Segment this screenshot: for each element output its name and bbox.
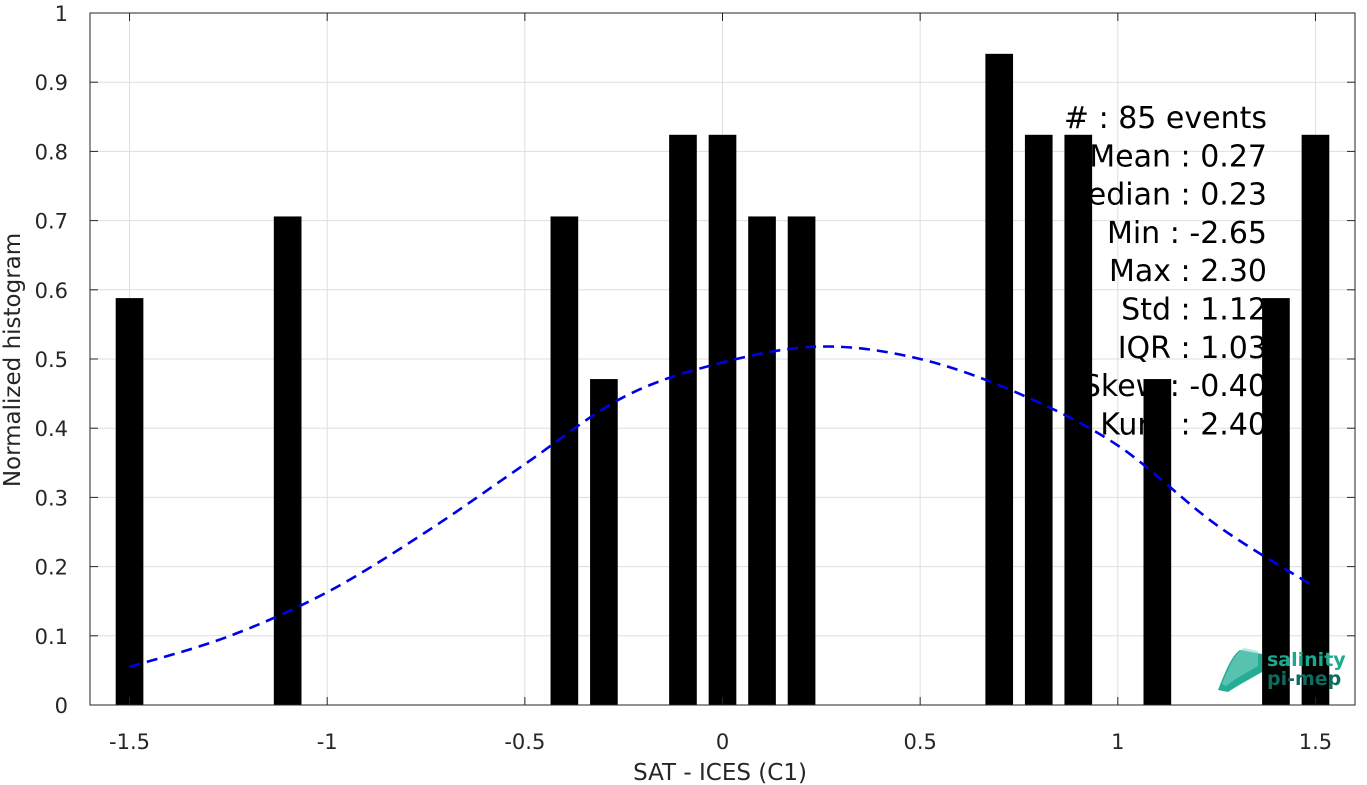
y-tick-label: 0.3 [35, 486, 68, 510]
y-tick-label: 0.9 [35, 71, 68, 95]
y-axis-label: Normalized histogram [0, 233, 26, 487]
x-axis-ticks: -1.5 -1 -0.5 0 0.5 1 1.5 [109, 13, 1332, 754]
x-tick-label: 0 [716, 730, 729, 754]
y-tick-label: 0.2 [35, 556, 68, 580]
bars [115, 53, 1330, 706]
wave-logo-icon [1218, 648, 1262, 692]
x-tick-label: -0.5 [504, 730, 545, 754]
stat-line-0: # : 85 events [1064, 101, 1267, 136]
stat-line-2: Median : 0.23 [1062, 178, 1267, 213]
fit-curve-line [129, 345, 1317, 669]
x-tick-label: -1 [317, 730, 338, 754]
y-tick-label: 0.1 [35, 625, 68, 649]
x-tick-label: -1.5 [109, 730, 150, 754]
bar-10 [1064, 134, 1093, 706]
y-tick-label: 0.6 [35, 279, 68, 303]
x-tick-label: 1 [1111, 730, 1124, 754]
stat-line-5: Std : 1.12 [1121, 293, 1267, 328]
bar-13 [1301, 134, 1330, 706]
bar-7 [787, 216, 816, 705]
bar-12 [1262, 298, 1290, 705]
y-tick-label: 0.7 [35, 210, 68, 234]
stat-line-8: Kurt. : 2.40 [1100, 407, 1267, 442]
y-tick-label: 0.5 [35, 348, 68, 372]
x-tick-label: 1.5 [1299, 730, 1332, 754]
bar-4 [669, 134, 697, 706]
x-tick-label: 0.5 [903, 730, 936, 754]
bar-6 [748, 216, 776, 705]
bar-11 [1143, 379, 1172, 705]
stat-line-7: Skew : -0.40 [1082, 369, 1267, 404]
logo-text-line1: salinity [1267, 649, 1346, 671]
stat-line-3: Min : -2.65 [1107, 216, 1267, 251]
salinity-pi-mep-logo: salinity pi-mep [1218, 648, 1346, 692]
bar-2 [550, 216, 579, 705]
x-axis-label: SAT - ICES (C1) [633, 760, 807, 785]
y-tick-label: 0.8 [35, 140, 68, 164]
stat-line-6: IQR : 1.03 [1118, 331, 1267, 366]
stat-line-4: Max : 2.30 [1109, 254, 1267, 289]
y-axis-ticks: 0 0.1 0.2 0.3 0.4 0.5 0.6 0.7 0.8 0.9 1 [35, 2, 1355, 718]
bar-3 [590, 379, 618, 705]
y-tick-label: 0.4 [35, 417, 68, 441]
y-tick-label: 0 [55, 694, 68, 718]
stat-line-1: Mean : 0.27 [1089, 139, 1267, 174]
y-tick-label: 1 [55, 2, 68, 26]
logo-text-line2: pi-mep [1267, 668, 1341, 690]
bar-0 [115, 298, 144, 705]
bar-8 [985, 53, 1014, 705]
bar-9 [1024, 134, 1053, 706]
bar-5 [708, 134, 737, 706]
bar-1 [273, 216, 302, 705]
